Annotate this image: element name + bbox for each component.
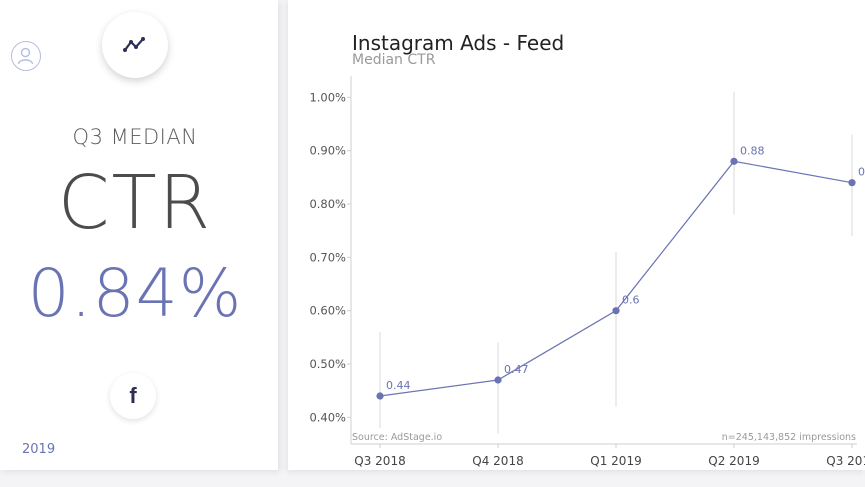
y-tick-label: 0.90%	[309, 144, 346, 158]
data-point	[612, 307, 620, 315]
data-label: 0.47	[504, 363, 529, 376]
trend-button[interactable]	[102, 12, 168, 78]
year-label: 2019	[22, 442, 56, 457]
y-tick-label: 1.00%	[309, 90, 346, 104]
facebook-icon: f	[129, 383, 137, 408]
facebook-button[interactable]: f	[110, 373, 156, 419]
data-label: 0.6	[622, 294, 640, 307]
data-point	[848, 179, 856, 187]
data-point	[494, 376, 502, 384]
chart-panel	[288, 0, 865, 470]
y-tick-label: 0.50%	[309, 357, 346, 371]
x-tick-label: Q2 2019	[708, 454, 759, 468]
data-point	[376, 392, 384, 400]
x-tick-label: Q4 2018	[472, 454, 523, 468]
chart-subtitle: Median CTR	[352, 52, 436, 68]
y-tick-label: 0.40%	[309, 410, 346, 424]
x-tick-label: Q3 2018	[354, 454, 405, 468]
y-tick-label: 0.80%	[309, 197, 346, 211]
source-note: Source: AdStage.io	[352, 432, 442, 443]
data-label: 0.88	[740, 144, 765, 157]
user-circle-icon[interactable]	[11, 41, 41, 71]
data-point	[730, 157, 738, 165]
data-label: 0.84	[858, 166, 865, 179]
data-label: 0.44	[386, 379, 411, 392]
y-tick-label: 0.60%	[309, 304, 346, 318]
sample-size-note: n=245,143,852 impressions	[722, 432, 856, 443]
quarter-label: Q3 MEDIAN	[72, 125, 198, 149]
x-tick-label: Q3 2019	[826, 454, 865, 468]
chart-title: Instagram Ads - Feed	[352, 31, 565, 55]
y-tick-label: 0.70%	[309, 250, 346, 264]
metric-label: CTR	[57, 160, 213, 246]
metric-value: 0.84%	[27, 255, 243, 332]
trend-line-icon	[123, 37, 145, 52]
x-tick-label: Q1 2019	[590, 454, 641, 468]
